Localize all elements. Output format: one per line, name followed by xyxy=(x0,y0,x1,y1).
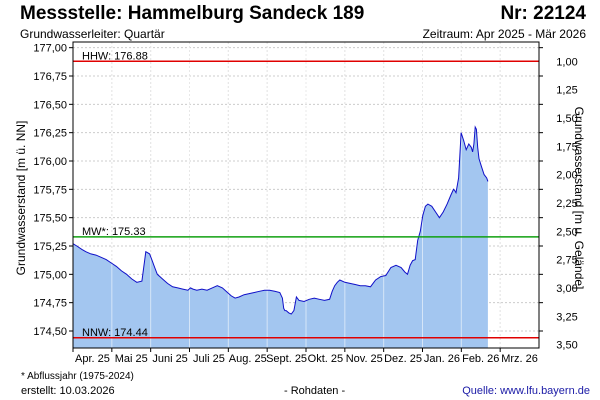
x-tick-label: Juni 25 xyxy=(152,353,187,365)
y-tick-label: 176,25 xyxy=(33,128,67,140)
period-label: Zeitraum: Apr 2025 - Mär 2026 xyxy=(422,27,586,41)
x-tick-label: Jan. 26 xyxy=(424,353,460,365)
x-tick-label: Sept. 25 xyxy=(266,353,307,365)
y-tick-label: 175,75 xyxy=(33,184,67,196)
station-title: Messstelle: Hammelburg Sandeck 189 xyxy=(20,3,365,24)
y-tick-label: 176,00 xyxy=(33,156,67,168)
y-axis-label: Grundwasserstand [m ü. NN] xyxy=(14,121,28,276)
x-tick-label: Mai 25 xyxy=(115,353,148,365)
x-tick-label: Dez. 25 xyxy=(384,353,422,365)
y2-tick-label: 1,50 xyxy=(556,113,577,125)
x-tick-label: Juli 25 xyxy=(193,353,225,365)
y2-tick-label: 1,75 xyxy=(556,141,577,153)
x-tick-label: Okt. 25 xyxy=(308,353,343,365)
y2-tick-label: 2,75 xyxy=(556,255,577,267)
y2-tick-label: 2,25 xyxy=(556,198,577,210)
created-date: erstellt: 10.03.2026 xyxy=(21,385,115,397)
reference-label: HHW: 176.88 xyxy=(82,50,148,62)
x-tick-label: Mrz. 26 xyxy=(501,353,538,365)
x-tick-label: Apr. 25 xyxy=(75,353,110,365)
y2-tick-label: 1,25 xyxy=(556,85,577,97)
axes: 177,00 1,00 176,75 1,25 176,50 1,50 176,25 1,75… xyxy=(33,43,577,365)
reference-label: NNW: 174.44 xyxy=(82,327,148,339)
aquifer-label: Grundwasserleiter: Quartär xyxy=(20,27,165,41)
y2-tick-label: 2,00 xyxy=(556,170,577,182)
y-tick-label: 175,25 xyxy=(33,241,67,253)
area-fill xyxy=(73,127,488,348)
y-tick-label: 175,00 xyxy=(33,269,67,281)
y-tick-label: 175,50 xyxy=(33,213,67,225)
y2-tick-label: 1,00 xyxy=(556,56,577,68)
y2-tick-label: 3,00 xyxy=(556,283,577,295)
y-tick-label: 174,75 xyxy=(33,298,67,310)
y2-axis-label: Grundwasserstand [m u. Gelände] xyxy=(572,107,586,290)
y2-tick-label: 3,50 xyxy=(556,340,577,352)
y2-tick-label: 2,50 xyxy=(556,226,577,238)
reference-lines: HHW: 176.88 MW*: 175.33 NNW: 174.44 xyxy=(73,50,539,339)
series-line xyxy=(72,125,489,315)
footnote: * Abflussjahr (1975-2024) xyxy=(21,371,134,382)
station-number: Nr: 22124 xyxy=(500,3,586,24)
reference-label: MW*: 175.33 xyxy=(82,226,146,238)
y2-tick-label: 3,25 xyxy=(556,311,577,323)
x-tick-label: Nov. 25 xyxy=(346,353,383,365)
source-link[interactable]: Quelle: www.lfu.bayern.de xyxy=(462,385,590,397)
y-tick-label: 177,00 xyxy=(33,43,67,55)
y-tick-label: 176,75 xyxy=(33,71,67,83)
x-tick-label: Feb. 26 xyxy=(462,353,499,365)
raw-data-label: - Rohdaten - xyxy=(284,385,346,397)
series-area xyxy=(72,42,501,348)
x-tick-label: Aug. 25 xyxy=(229,353,267,365)
y-tick-label: 174,50 xyxy=(33,326,67,338)
y-tick-label: 176,50 xyxy=(33,99,67,111)
